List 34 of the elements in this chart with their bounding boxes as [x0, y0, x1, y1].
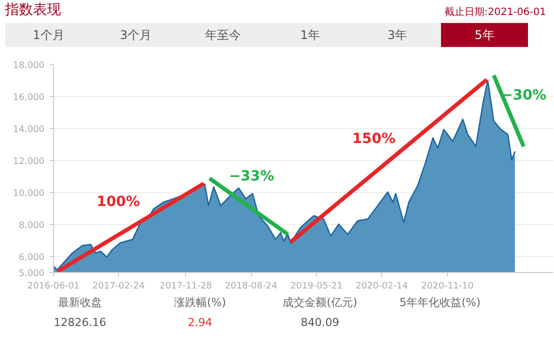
annotation: 150% — [352, 131, 396, 148]
text: 1年 — [266, 23, 354, 47]
x-tick-label: 2017-11-28 — [160, 282, 212, 292]
text: 年至今 — [179, 23, 267, 47]
text: 最新收盘 — [57, 295, 103, 311]
y-tick-label: 18,000 — [13, 61, 45, 71]
annotation: 100% — [96, 194, 140, 210]
text: 5年年化收益(%) — [398, 295, 482, 311]
x-tick-label: 2016-06-01 — [27, 282, 80, 292]
x-tick-label: 2017-02-24 — [92, 282, 145, 292]
y-tick-label: 8,000 — [18, 221, 45, 231]
text: 840.09 — [300, 314, 340, 330]
x-tick-label: 2019-05-21 — [290, 282, 343, 292]
text: 5年 — [440, 23, 528, 47]
x-tick-label: 2018-08-24 — [224, 282, 278, 292]
chart-title: 指数表现 — [5, 1, 61, 20]
text: 2.94 — [186, 314, 214, 330]
y-tick-label: 16,000 — [13, 93, 45, 103]
x-tick-label: 2020-11-10 — [421, 282, 474, 292]
annotation: −30% — [501, 87, 546, 104]
text: 3年 — [354, 23, 441, 47]
y-tick-label: 12,000 — [13, 157, 45, 167]
y-tick-label: 10,000 — [13, 189, 45, 199]
text: 1个月 — [5, 23, 92, 47]
text: 截止日期:2021-06-01 — [444, 6, 546, 20]
y-tick-label: 6,000 — [18, 253, 45, 263]
text: 12826.16 — [52, 314, 108, 330]
y-tick-label: 14,000 — [13, 125, 45, 135]
text: 3个月 — [92, 23, 180, 47]
annotation: −33% — [228, 168, 274, 184]
x-tick-label: 2020-02-14 — [356, 282, 408, 292]
text: 涨跌幅(%) — [172, 295, 228, 311]
text: 成交金额(亿元) — [282, 295, 358, 311]
y-tick-label: 5,000 — [18, 269, 45, 279]
